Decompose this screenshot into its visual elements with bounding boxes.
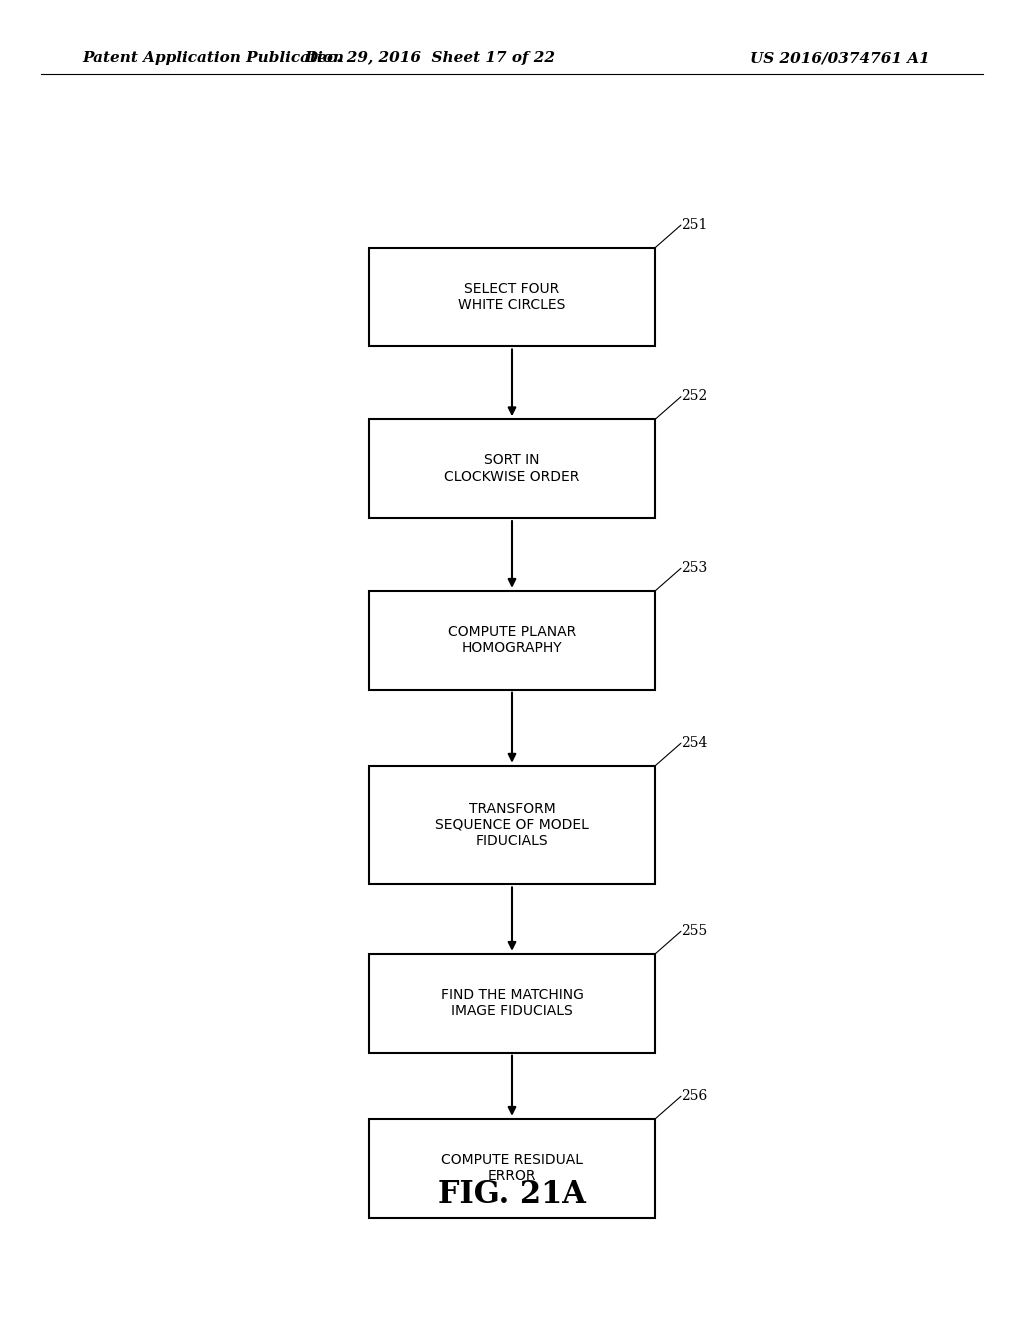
Text: 254: 254 — [681, 735, 708, 750]
Text: FIND THE MATCHING
IMAGE FIDUCIALS: FIND THE MATCHING IMAGE FIDUCIALS — [440, 989, 584, 1018]
FancyBboxPatch shape — [369, 248, 655, 346]
Text: TRANSFORM
SEQUENCE OF MODEL
FIDUCIALS: TRANSFORM SEQUENCE OF MODEL FIDUCIALS — [435, 801, 589, 849]
FancyBboxPatch shape — [369, 420, 655, 517]
Text: Patent Application Publication: Patent Application Publication — [82, 51, 344, 65]
Text: 253: 253 — [681, 561, 708, 576]
Text: FIG. 21A: FIG. 21A — [438, 1179, 586, 1210]
Text: 256: 256 — [681, 1089, 708, 1104]
Text: SELECT FOUR
WHITE CIRCLES: SELECT FOUR WHITE CIRCLES — [459, 282, 565, 312]
Text: COMPUTE RESIDUAL
ERROR: COMPUTE RESIDUAL ERROR — [441, 1154, 583, 1183]
Text: SORT IN
CLOCKWISE ORDER: SORT IN CLOCKWISE ORDER — [444, 454, 580, 483]
FancyBboxPatch shape — [369, 1118, 655, 1217]
FancyBboxPatch shape — [369, 591, 655, 689]
Text: COMPUTE PLANAR
HOMOGRAPHY: COMPUTE PLANAR HOMOGRAPHY — [447, 626, 577, 655]
Text: Dec. 29, 2016  Sheet 17 of 22: Dec. 29, 2016 Sheet 17 of 22 — [304, 51, 556, 65]
Text: 252: 252 — [681, 389, 708, 404]
Text: US 2016/0374761 A1: US 2016/0374761 A1 — [750, 51, 930, 65]
FancyBboxPatch shape — [369, 766, 655, 884]
FancyBboxPatch shape — [369, 953, 655, 1053]
Text: 251: 251 — [681, 218, 708, 232]
Text: 255: 255 — [681, 924, 708, 937]
